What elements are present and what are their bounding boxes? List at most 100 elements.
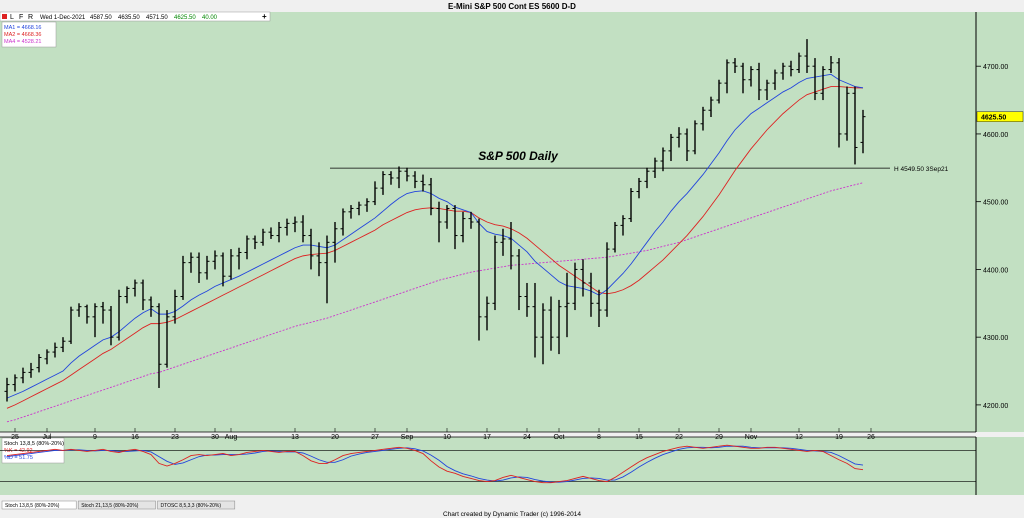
x-tick-label: 16 bbox=[131, 434, 139, 441]
ohlc-bar bbox=[508, 222, 514, 270]
ohlc-bar bbox=[308, 228, 314, 270]
ohlc-bar bbox=[772, 69, 778, 90]
stoch-k-line bbox=[6, 444, 864, 484]
ohlc-bar bbox=[844, 86, 850, 141]
x-tick-label: 13 bbox=[291, 434, 299, 441]
ohlc-bar bbox=[92, 303, 98, 338]
ohlc-bar bbox=[564, 272, 570, 338]
ohlc-bar bbox=[140, 279, 146, 311]
ohlc-bar bbox=[164, 310, 170, 368]
indicator-tab[interactable] bbox=[77, 500, 156, 510]
ohlc-bar bbox=[556, 299, 562, 355]
chart-title: S&P 500 Daily bbox=[478, 149, 559, 163]
indicator-tab[interactable] bbox=[157, 500, 236, 510]
ohlc-bar bbox=[484, 296, 490, 331]
ohlc-bar bbox=[364, 198, 370, 212]
ohlc-bar bbox=[276, 222, 282, 243]
ohlc-bar bbox=[500, 228, 506, 256]
ohlc-bar bbox=[20, 367, 26, 384]
indicator-tab-label[interactable]: DTOSC 8,5,3,3 (80%-20%) bbox=[161, 503, 222, 509]
x-tick-label: Sep bbox=[401, 434, 414, 441]
ohlc-bar bbox=[532, 282, 538, 358]
ohlc-bar bbox=[652, 157, 658, 178]
ohlc-bar bbox=[52, 342, 58, 358]
ohlc-bar bbox=[540, 303, 546, 365]
bar-date: Wed 1-Dec-2021 bbox=[40, 15, 86, 21]
ohlc-bar bbox=[604, 242, 610, 317]
bar-high: 4635.50 bbox=[118, 15, 140, 21]
ohlc-bar bbox=[412, 171, 418, 189]
x-tick-label: 9 bbox=[93, 434, 97, 441]
ohlc-bar bbox=[492, 235, 498, 311]
indicator-tab-label[interactable]: Stoch 13,8,5 (80%-20%) bbox=[5, 503, 60, 509]
x-tick-label: 30 bbox=[211, 434, 219, 441]
ohlc-bar bbox=[644, 167, 650, 189]
ohlc-bar bbox=[820, 66, 826, 101]
y-tick-label: 4400.00 bbox=[983, 267, 1008, 274]
ohlc-bar bbox=[436, 201, 442, 243]
ohlc-bar bbox=[332, 222, 338, 263]
indicator-tab[interactable] bbox=[1, 500, 77, 510]
ohlc-bar bbox=[316, 242, 322, 277]
toolbar-button-f[interactable]: F bbox=[19, 14, 23, 21]
ohlc-bar bbox=[252, 235, 258, 250]
record-icon[interactable] bbox=[2, 14, 7, 19]
ma-legend-entry: MA4 = 4528.21 bbox=[4, 39, 41, 45]
x-tick-label: 15 bbox=[635, 434, 643, 441]
y-tick-label: 4200.00 bbox=[983, 403, 1008, 410]
ohlc-bar bbox=[212, 250, 218, 270]
ohlc-bar bbox=[636, 177, 642, 199]
ohlc-bar bbox=[780, 62, 786, 80]
ohlc-bar bbox=[148, 296, 154, 317]
ohlc-bar bbox=[124, 286, 130, 304]
ohlc-bar bbox=[156, 303, 162, 388]
stoch-axis bbox=[976, 437, 1024, 495]
toolbar bbox=[0, 11, 271, 22]
ohlc-bar bbox=[860, 109, 866, 154]
x-tick-label: 23 bbox=[171, 434, 179, 441]
ohlc-bar bbox=[44, 349, 50, 365]
ohlc-bar bbox=[28, 362, 34, 378]
footer-credit: Chart created by Dynamic Trader (c) 1996… bbox=[443, 511, 581, 518]
stoch-legend-entry: %K = 42.92 bbox=[4, 448, 33, 454]
ohlc-bar bbox=[220, 252, 226, 287]
bar-close: 4625.50 bbox=[174, 15, 196, 21]
x-tick-label: 27 bbox=[371, 434, 379, 441]
ohlc-bar bbox=[396, 166, 402, 189]
toolbar-button-l[interactable]: L bbox=[10, 14, 14, 21]
ohlc-bar bbox=[788, 60, 794, 77]
toolbar-button-r[interactable]: R bbox=[28, 14, 33, 21]
ohlc-bar bbox=[116, 289, 122, 341]
x-tick-label: 19 bbox=[835, 434, 843, 441]
x-tick-label: 17 bbox=[483, 434, 491, 441]
ohlc-bar bbox=[348, 205, 354, 219]
x-tick-label: 20 bbox=[331, 434, 339, 441]
ohlc-bar bbox=[228, 249, 234, 280]
ohlc-bar bbox=[516, 249, 522, 311]
ohlc-bar bbox=[444, 205, 450, 229]
x-tick-label: 12 bbox=[795, 434, 803, 441]
ohlc-bar bbox=[452, 205, 458, 250]
ohlc-bar bbox=[180, 255, 186, 300]
x-tick-label: 24 bbox=[523, 434, 531, 441]
y-tick-label: 4600.00 bbox=[983, 132, 1008, 139]
tab-bar bbox=[0, 500, 1024, 510]
ma-legend-entry: MA1 = 4668.16 bbox=[4, 25, 41, 31]
ohlc-bar bbox=[612, 222, 618, 253]
ohlc-bar bbox=[268, 227, 274, 239]
ohlc-bar bbox=[420, 174, 426, 192]
x-tick-label: 22 bbox=[675, 434, 683, 441]
ohlc-bar bbox=[740, 62, 746, 94]
ohlc-bar bbox=[12, 374, 18, 392]
ohlc-bar bbox=[852, 86, 858, 165]
indicator-tab-label[interactable]: Stoch 21,13,5 (80%-20%) bbox=[81, 503, 139, 509]
ohlc-bar bbox=[628, 188, 634, 222]
ohlc-bar bbox=[236, 247, 242, 270]
crosshair-icon[interactable]: + bbox=[262, 12, 267, 21]
bar-change: 40.00 bbox=[202, 15, 218, 21]
stoch-legend-entry: %D = 51.75 bbox=[4, 455, 33, 461]
x-tick-label: 8 bbox=[597, 434, 601, 441]
y-tick-label: 4300.00 bbox=[983, 335, 1008, 342]
ohlc-bar bbox=[244, 235, 250, 260]
support-line-label: H 4549.50 3Sep21 bbox=[894, 166, 949, 173]
